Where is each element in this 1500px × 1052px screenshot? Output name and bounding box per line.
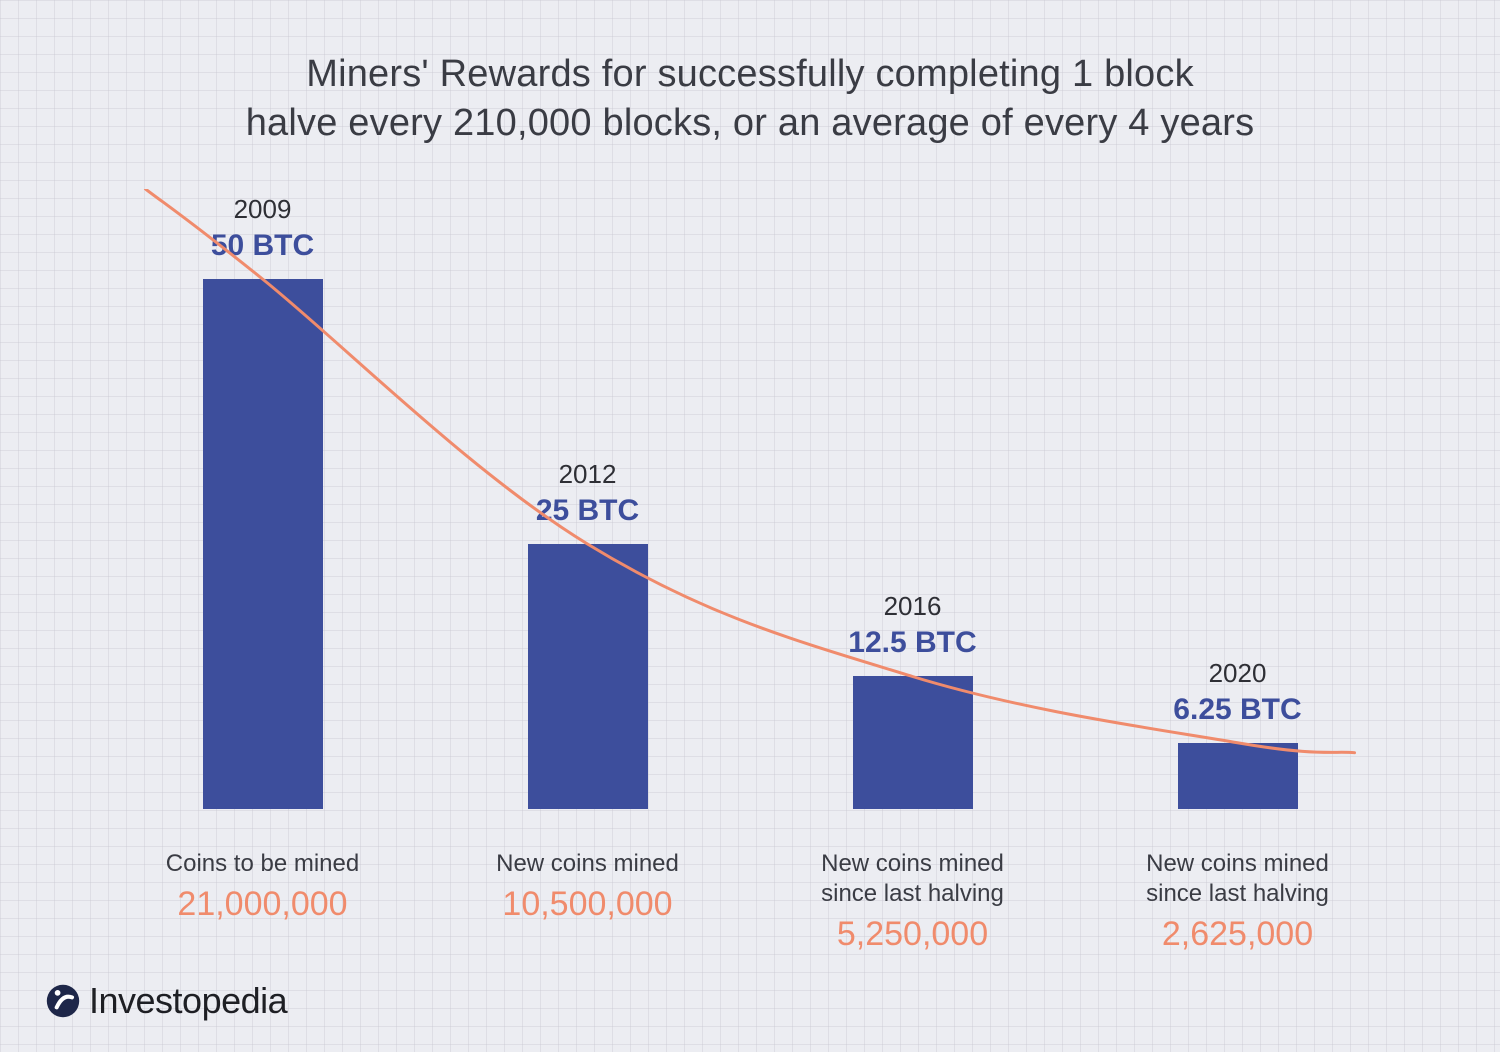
bar bbox=[853, 676, 973, 809]
title-line-2: halve every 210,000 blocks, or an averag… bbox=[246, 102, 1255, 144]
logo-text: Investopedia bbox=[89, 980, 287, 1022]
footer-value: 2,625,000 bbox=[1075, 915, 1400, 954]
bar bbox=[1178, 743, 1298, 809]
investopedia-logo-icon bbox=[45, 983, 81, 1019]
footer-label: New coins mined bbox=[425, 849, 750, 879]
footer-value: 10,500,000 bbox=[425, 885, 750, 924]
bar-btc-label: 12.5 BTC bbox=[848, 626, 976, 660]
chart-area: 2009 50 BTC 2012 25 BTC 2016 12.5 BTC 2020 6.25… bbox=[60, 189, 1440, 809]
bars-row: 2009 50 BTC 2012 25 BTC 2016 12.5 BTC 2020 6.25… bbox=[60, 189, 1440, 809]
bar bbox=[203, 279, 323, 809]
bar-btc-label: 6.25 BTC bbox=[1173, 693, 1301, 727]
bar-year: 2012 bbox=[559, 459, 617, 490]
footer-cell-2: New coins mined since last halving 5,250,… bbox=[750, 849, 1075, 954]
bar-group-2016: 2016 12.5 BTC bbox=[750, 591, 1075, 809]
title-line-1: Miners' Rewards for successfully complet… bbox=[306, 53, 1194, 95]
footer-value: 5,250,000 bbox=[750, 915, 1075, 954]
footer-label: Coins to be mined bbox=[100, 849, 425, 879]
chart-title: Miners' Rewards for successfully complet… bbox=[60, 50, 1440, 149]
bar-group-2020: 2020 6.25 BTC bbox=[1075, 658, 1400, 809]
investopedia-logo: Investopedia bbox=[45, 980, 287, 1022]
footer-label: New coins mined since last halving bbox=[1075, 849, 1400, 909]
bar-year: 2009 bbox=[234, 194, 292, 225]
bar-group-2012: 2012 25 BTC bbox=[425, 459, 750, 809]
footer-row: Coins to be mined21,000,000New coins min… bbox=[60, 809, 1440, 954]
footer-value: 21,000,000 bbox=[100, 885, 425, 924]
bar-group-2009: 2009 50 BTC bbox=[100, 194, 425, 809]
footer-cell-1: New coins mined 10,500,000 bbox=[425, 849, 750, 954]
bar-year: 2016 bbox=[884, 591, 942, 622]
bar-btc-label: 25 BTC bbox=[536, 494, 639, 528]
bar-btc-label: 50 BTC bbox=[211, 229, 314, 263]
bar-year: 2020 bbox=[1209, 658, 1267, 689]
footer-cell-0: Coins to be mined 21,000,000 bbox=[100, 849, 425, 954]
bar bbox=[528, 544, 648, 809]
footer-cell-3: New coins mined since last halving 2,625,… bbox=[1075, 849, 1400, 954]
infographic-container: Miners' Rewards for successfully complet… bbox=[0, 0, 1500, 1052]
footer-label: New coins mined since last halving bbox=[750, 849, 1075, 909]
